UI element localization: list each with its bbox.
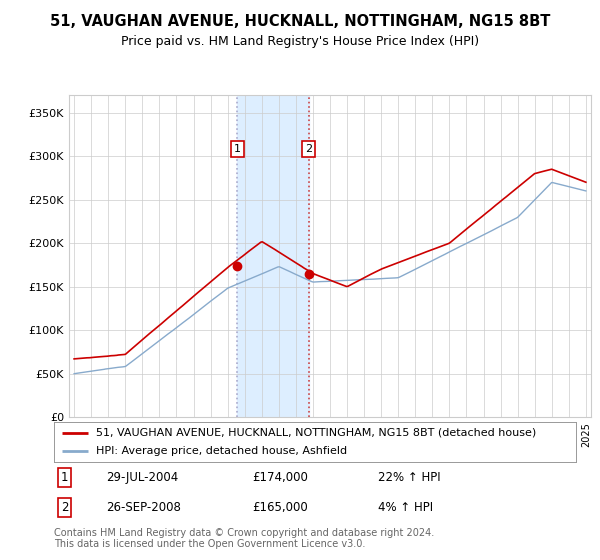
Text: Price paid vs. HM Land Registry's House Price Index (HPI): Price paid vs. HM Land Registry's House … [121, 35, 479, 48]
Text: 1: 1 [61, 471, 68, 484]
Text: £174,000: £174,000 [253, 471, 308, 484]
Text: 29-JUL-2004: 29-JUL-2004 [106, 471, 178, 484]
Text: 22% ↑ HPI: 22% ↑ HPI [377, 471, 440, 484]
Bar [238, 95, 308, 417]
Text: Contains HM Land Registry data © Crown copyright and database right 2024.
This d: Contains HM Land Registry data © Crown c… [54, 528, 434, 549]
Text: 2: 2 [305, 144, 312, 154]
Text: 2: 2 [61, 501, 68, 514]
Text: 26-SEP-2008: 26-SEP-2008 [106, 501, 181, 514]
Text: £165,000: £165,000 [253, 501, 308, 514]
Text: 1: 1 [234, 144, 241, 154]
Text: HPI: Average price, detached house, Ashfield: HPI: Average price, detached house, Ashf… [96, 446, 347, 456]
Text: 4% ↑ HPI: 4% ↑ HPI [377, 501, 433, 514]
Text: 51, VAUGHAN AVENUE, HUCKNALL, NOTTINGHAM, NG15 8BT: 51, VAUGHAN AVENUE, HUCKNALL, NOTTINGHAM… [50, 14, 550, 29]
Text: 51, VAUGHAN AVENUE, HUCKNALL, NOTTINGHAM, NG15 8BT (detached house): 51, VAUGHAN AVENUE, HUCKNALL, NOTTINGHAM… [96, 428, 536, 437]
